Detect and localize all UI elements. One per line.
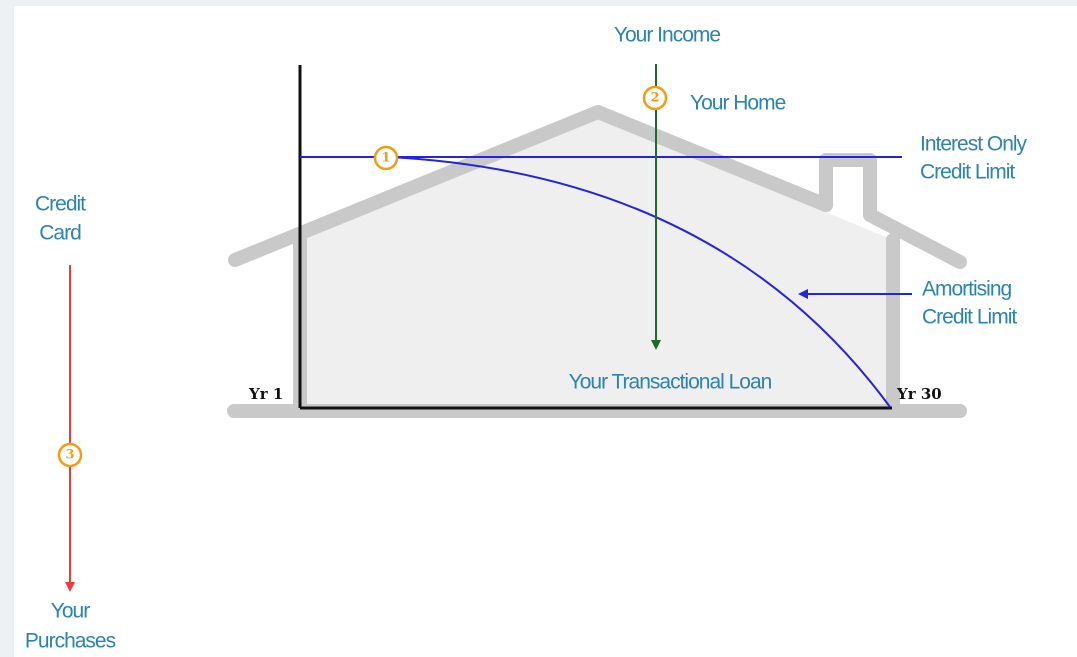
- label: Credit Limit: [920, 161, 1015, 184]
- label: Your Income: [614, 24, 720, 47]
- marker: 1: [381, 151, 390, 166]
- label: Your: [51, 600, 90, 623]
- year-label: Yr 30: [896, 385, 942, 403]
- label: Card: [39, 222, 81, 245]
- label: Amortising: [922, 278, 1012, 301]
- label: Credit: [35, 193, 86, 216]
- marker: 2: [650, 91, 659, 106]
- marker: 3: [65, 448, 74, 463]
- label: Your Transactional Loan: [569, 371, 772, 394]
- label: Purchases: [25, 630, 116, 653]
- label: Interest Only: [920, 133, 1028, 156]
- year-label: Yr 1: [248, 385, 283, 403]
- diagram: 1 2 3 Your Income Your Home Interest Onl…: [0, 0, 1077, 657]
- label: Your Home: [690, 92, 786, 115]
- label: Credit Limit: [922, 306, 1017, 329]
